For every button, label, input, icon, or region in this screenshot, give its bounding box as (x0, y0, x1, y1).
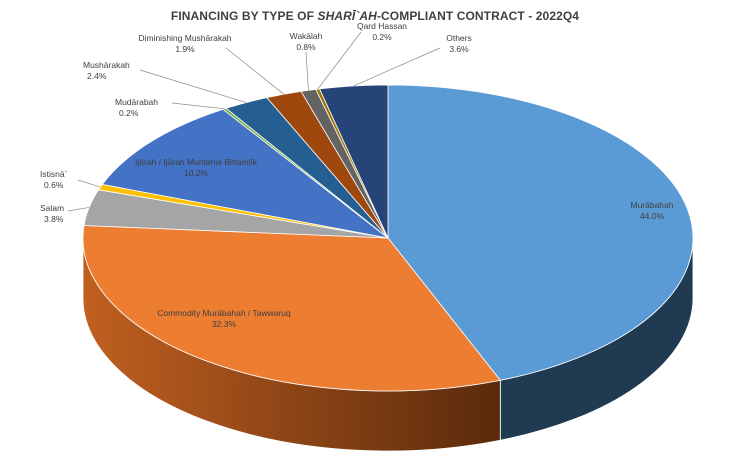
leader-line-salam (67, 207, 90, 212)
leader-lines (67, 31, 441, 212)
data-label-name-diminishing-musha-rakah: Diminishing Mushārakah (138, 33, 231, 43)
chart-title: FINANCING BY TYPE OF SHARĪ`AH-COMPLIANT … (0, 9, 750, 23)
data-label-value-others: 3.6% (449, 44, 469, 54)
leader-line-muda-rabah (171, 102, 225, 110)
chart-title-suffix: -COMPLIANT CONTRACT - 2022Q4 (376, 9, 580, 23)
pie-slice-mura-bahah (387, 84, 694, 381)
pie-slice-commodity-mura-bahah-tawwaruq (82, 225, 501, 392)
data-label-value-ija-rah-ija-rah-muntahia-bittamli-k: 10.2% (184, 168, 209, 178)
pie-slice-others (319, 84, 389, 239)
leader-line-others (353, 47, 441, 87)
data-label-value-qard-hassan: 0.2% (372, 32, 392, 42)
data-label-value-commodity-mura-bahah-tawwaruq: 32.3% (212, 319, 237, 329)
data-label-name-others: Others (446, 33, 472, 43)
data-label-value-mura-bahah: 44.0% (640, 211, 665, 221)
data-label-name-commodity-mura-bahah-tawwaruq: Commodity Murābahah / Tawwaruq (157, 308, 291, 318)
data-label-value-diminishing-musha-rakah: 1.9% (175, 44, 195, 54)
data-label-name-salam: Salam (40, 203, 64, 213)
data-label-value-salam: 3.8% (44, 214, 64, 224)
pie-slices (82, 84, 694, 392)
chart-title-prefix: FINANCING BY TYPE OF (170, 9, 318, 23)
data-label-name-qard-hassan: Qard Hassan (357, 21, 407, 31)
data-label-name-waka-lah: Wakālah (290, 31, 323, 41)
data-label-value-waka-lah: 0.8% (296, 42, 316, 52)
chart-title-italic: SHARĪ`AH (317, 9, 377, 23)
leader-line-istisna (77, 179, 101, 188)
data-label-name-mura-bahah: Murābahah (630, 200, 673, 210)
data-label-name-musha-rakah: Mushārakah (83, 60, 130, 70)
data-label-name-muda-rabah: Mudārabah (115, 97, 158, 107)
data-label-value-muda-rabah: 0.2% (119, 108, 139, 118)
pie-slice-ija-rah-ija-rah-muntahia-bittamli-k (101, 108, 389, 239)
leader-line-diminishing-musha-rakah (225, 47, 285, 95)
leader-line-qard-hassan (317, 31, 362, 90)
leader-line-musha-rakah (139, 69, 247, 103)
data-label-name-istisna: Istisnā` (40, 169, 68, 179)
leader-line-waka-lah (305, 51, 309, 91)
data-label-value-istisna: 0.6% (44, 180, 64, 190)
data-label-name-ija-rah-ija-rah-muntahia-bittamli-k: Ijārah / Ijārah Muntahia Bittamlīk (135, 157, 258, 167)
data-label-value-musha-rakah: 2.4% (87, 71, 107, 81)
